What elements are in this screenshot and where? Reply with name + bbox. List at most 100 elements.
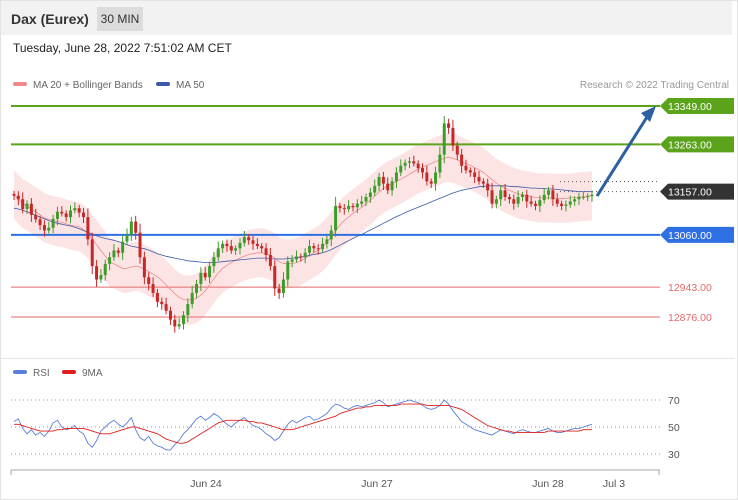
- candle-body: [460, 154, 464, 166]
- candle-body: [42, 225, 46, 231]
- candle-body: [190, 292, 194, 305]
- candle-body: [316, 248, 320, 250]
- legend-rsi-ma: 9MA: [62, 368, 103, 379]
- candle-body: [490, 190, 494, 204]
- candle-body: [186, 304, 190, 316]
- rsi-line: [13, 399, 593, 451]
- level-label-12943.00: 12943.00: [668, 282, 712, 294]
- candle-body: [160, 301, 164, 305]
- candle-body: [586, 196, 590, 198]
- candle-body: [242, 237, 246, 243]
- candle-body: [273, 266, 277, 289]
- level-tag-13263.00: [660, 136, 734, 153]
- rsi-swatch: [13, 370, 27, 375]
- candle-body: [86, 217, 90, 240]
- level-label-13263.00: 13263.00: [668, 139, 712, 151]
- candle-body: [173, 319, 177, 327]
- rsi-tick-label-70: 70: [668, 395, 680, 407]
- candle-body: [329, 230, 333, 240]
- candle-body: [503, 190, 507, 198]
- candle-body: [21, 199, 25, 210]
- rsi-ma-legend-label: 9MA: [82, 368, 103, 379]
- candle-body: [60, 211, 64, 214]
- candle-body: [390, 181, 394, 191]
- candle-body: [129, 221, 133, 235]
- x-tick-label: Jul 3: [603, 478, 625, 490]
- candle-body: [142, 257, 146, 278]
- candle-body: [416, 163, 420, 169]
- candle-body: [542, 194, 546, 201]
- ma20-legend-label: MA 20 + Bollinger Bands: [33, 80, 143, 91]
- candle-body: [103, 263, 107, 276]
- candle-body: [538, 200, 542, 206]
- candle-body: [281, 279, 285, 293]
- candle-body: [473, 172, 477, 177]
- candle-body: [481, 181, 485, 184]
- x-tick-label: Jun 27: [361, 478, 393, 490]
- candle-body: [286, 261, 290, 280]
- candle-body: [373, 185, 377, 193]
- candle-body: [529, 201, 533, 204]
- candle-body: [212, 257, 216, 267]
- forecast-arrow-head: [641, 106, 656, 122]
- candle-body: [268, 254, 272, 267]
- rsi-ma-line: [14, 403, 592, 444]
- candle-body: [164, 304, 168, 311]
- candle-body: [112, 250, 116, 258]
- candle-body: [255, 243, 259, 247]
- candle-body: [360, 201, 364, 204]
- current-level-tag: [660, 183, 734, 200]
- candle-body: [573, 199, 577, 202]
- candle-body: [151, 283, 155, 293]
- level-label-13349.00: 13349.00: [668, 101, 712, 113]
- candle-body: [451, 127, 455, 146]
- rsi-tick-label-30: 30: [668, 449, 680, 461]
- candle-body: [303, 252, 307, 258]
- candle-body: [421, 168, 425, 173]
- candle-body: [442, 123, 446, 155]
- candle-body: [208, 266, 212, 278]
- candle-body: [203, 272, 207, 278]
- candle-body: [290, 259, 294, 262]
- rsi-ma-swatch: [62, 370, 76, 375]
- candle-body: [564, 204, 568, 206]
- candle-body: [351, 205, 355, 208]
- candle-body: [199, 272, 203, 284]
- header-bar: Dax (Eurex) 30 MIN: [1, 1, 732, 35]
- candle-body: [312, 246, 316, 249]
- candle-body: [507, 197, 511, 200]
- candle-body: [234, 248, 238, 251]
- candle-body: [225, 243, 229, 247]
- candle-body: [294, 256, 298, 260]
- timeframe-badge[interactable]: 30 MIN: [97, 7, 143, 31]
- candle-body: [342, 208, 346, 210]
- candle-body: [403, 162, 407, 166]
- forecast-arrow-shaft: [595, 116, 649, 197]
- candle-body: [155, 292, 159, 302]
- candle-body: [486, 183, 490, 191]
- candle-body: [338, 205, 342, 209]
- chart-datetime: Tuesday, June 28, 2022 7:51:02 AM CET: [13, 41, 232, 55]
- rsi-tick-label-50: 50: [668, 422, 680, 434]
- candle-body: [577, 197, 581, 200]
- candle-body: [568, 201, 572, 205]
- candle-body: [555, 199, 559, 204]
- candle-body: [494, 199, 498, 204]
- candle-body: [90, 239, 94, 267]
- candle-body: [477, 176, 481, 182]
- bollinger-band: [14, 132, 592, 325]
- candle-body: [168, 310, 172, 320]
- candle-body: [512, 199, 516, 204]
- candle-body: [455, 145, 459, 155]
- candle-body: [368, 192, 372, 198]
- candle-body: [25, 203, 29, 210]
- rsi-legend-label: RSI: [33, 368, 50, 379]
- candle-body: [221, 243, 225, 249]
- panel-divider: [1, 358, 735, 359]
- candle-body: [355, 203, 359, 208]
- candle-body: [381, 176, 385, 184]
- candle-body: [308, 246, 312, 253]
- candle-body: [108, 257, 112, 264]
- copyright-text: Research © 2022 Trading Central: [579, 80, 729, 91]
- candle-body: [138, 232, 142, 258]
